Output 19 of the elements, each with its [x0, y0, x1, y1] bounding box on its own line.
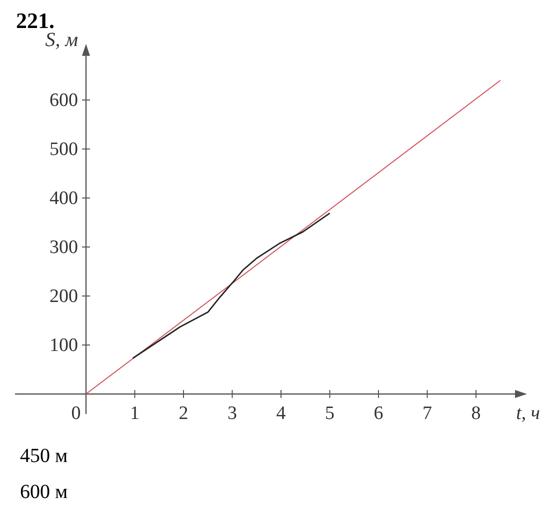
x-tick-label: 3 [228, 403, 237, 424]
text: 450 м [20, 445, 68, 467]
x-tick-label: 6 [374, 403, 384, 424]
y-tick-label: 600 [50, 90, 78, 111]
text: 600 м [20, 481, 68, 503]
x-tick-label: 5 [325, 403, 334, 424]
y-tick-label: 300 [50, 237, 78, 258]
line-series [132, 212, 330, 359]
x-tick-label: 7 [422, 403, 432, 424]
x-tick-label: 8 [471, 403, 481, 424]
x-tick-label: 0 [71, 403, 81, 424]
y-tick-label: 100 [50, 335, 78, 356]
x-tick-label: 1 [130, 403, 140, 424]
x-axis-title: t, ч [516, 403, 540, 424]
x-tick-label: 4 [276, 403, 286, 424]
y-tick-label: 200 [50, 286, 78, 307]
x-tick-label: 2 [178, 403, 188, 424]
y-tick-label: 400 [50, 188, 78, 209]
y-tick-label: 500 [50, 139, 78, 160]
